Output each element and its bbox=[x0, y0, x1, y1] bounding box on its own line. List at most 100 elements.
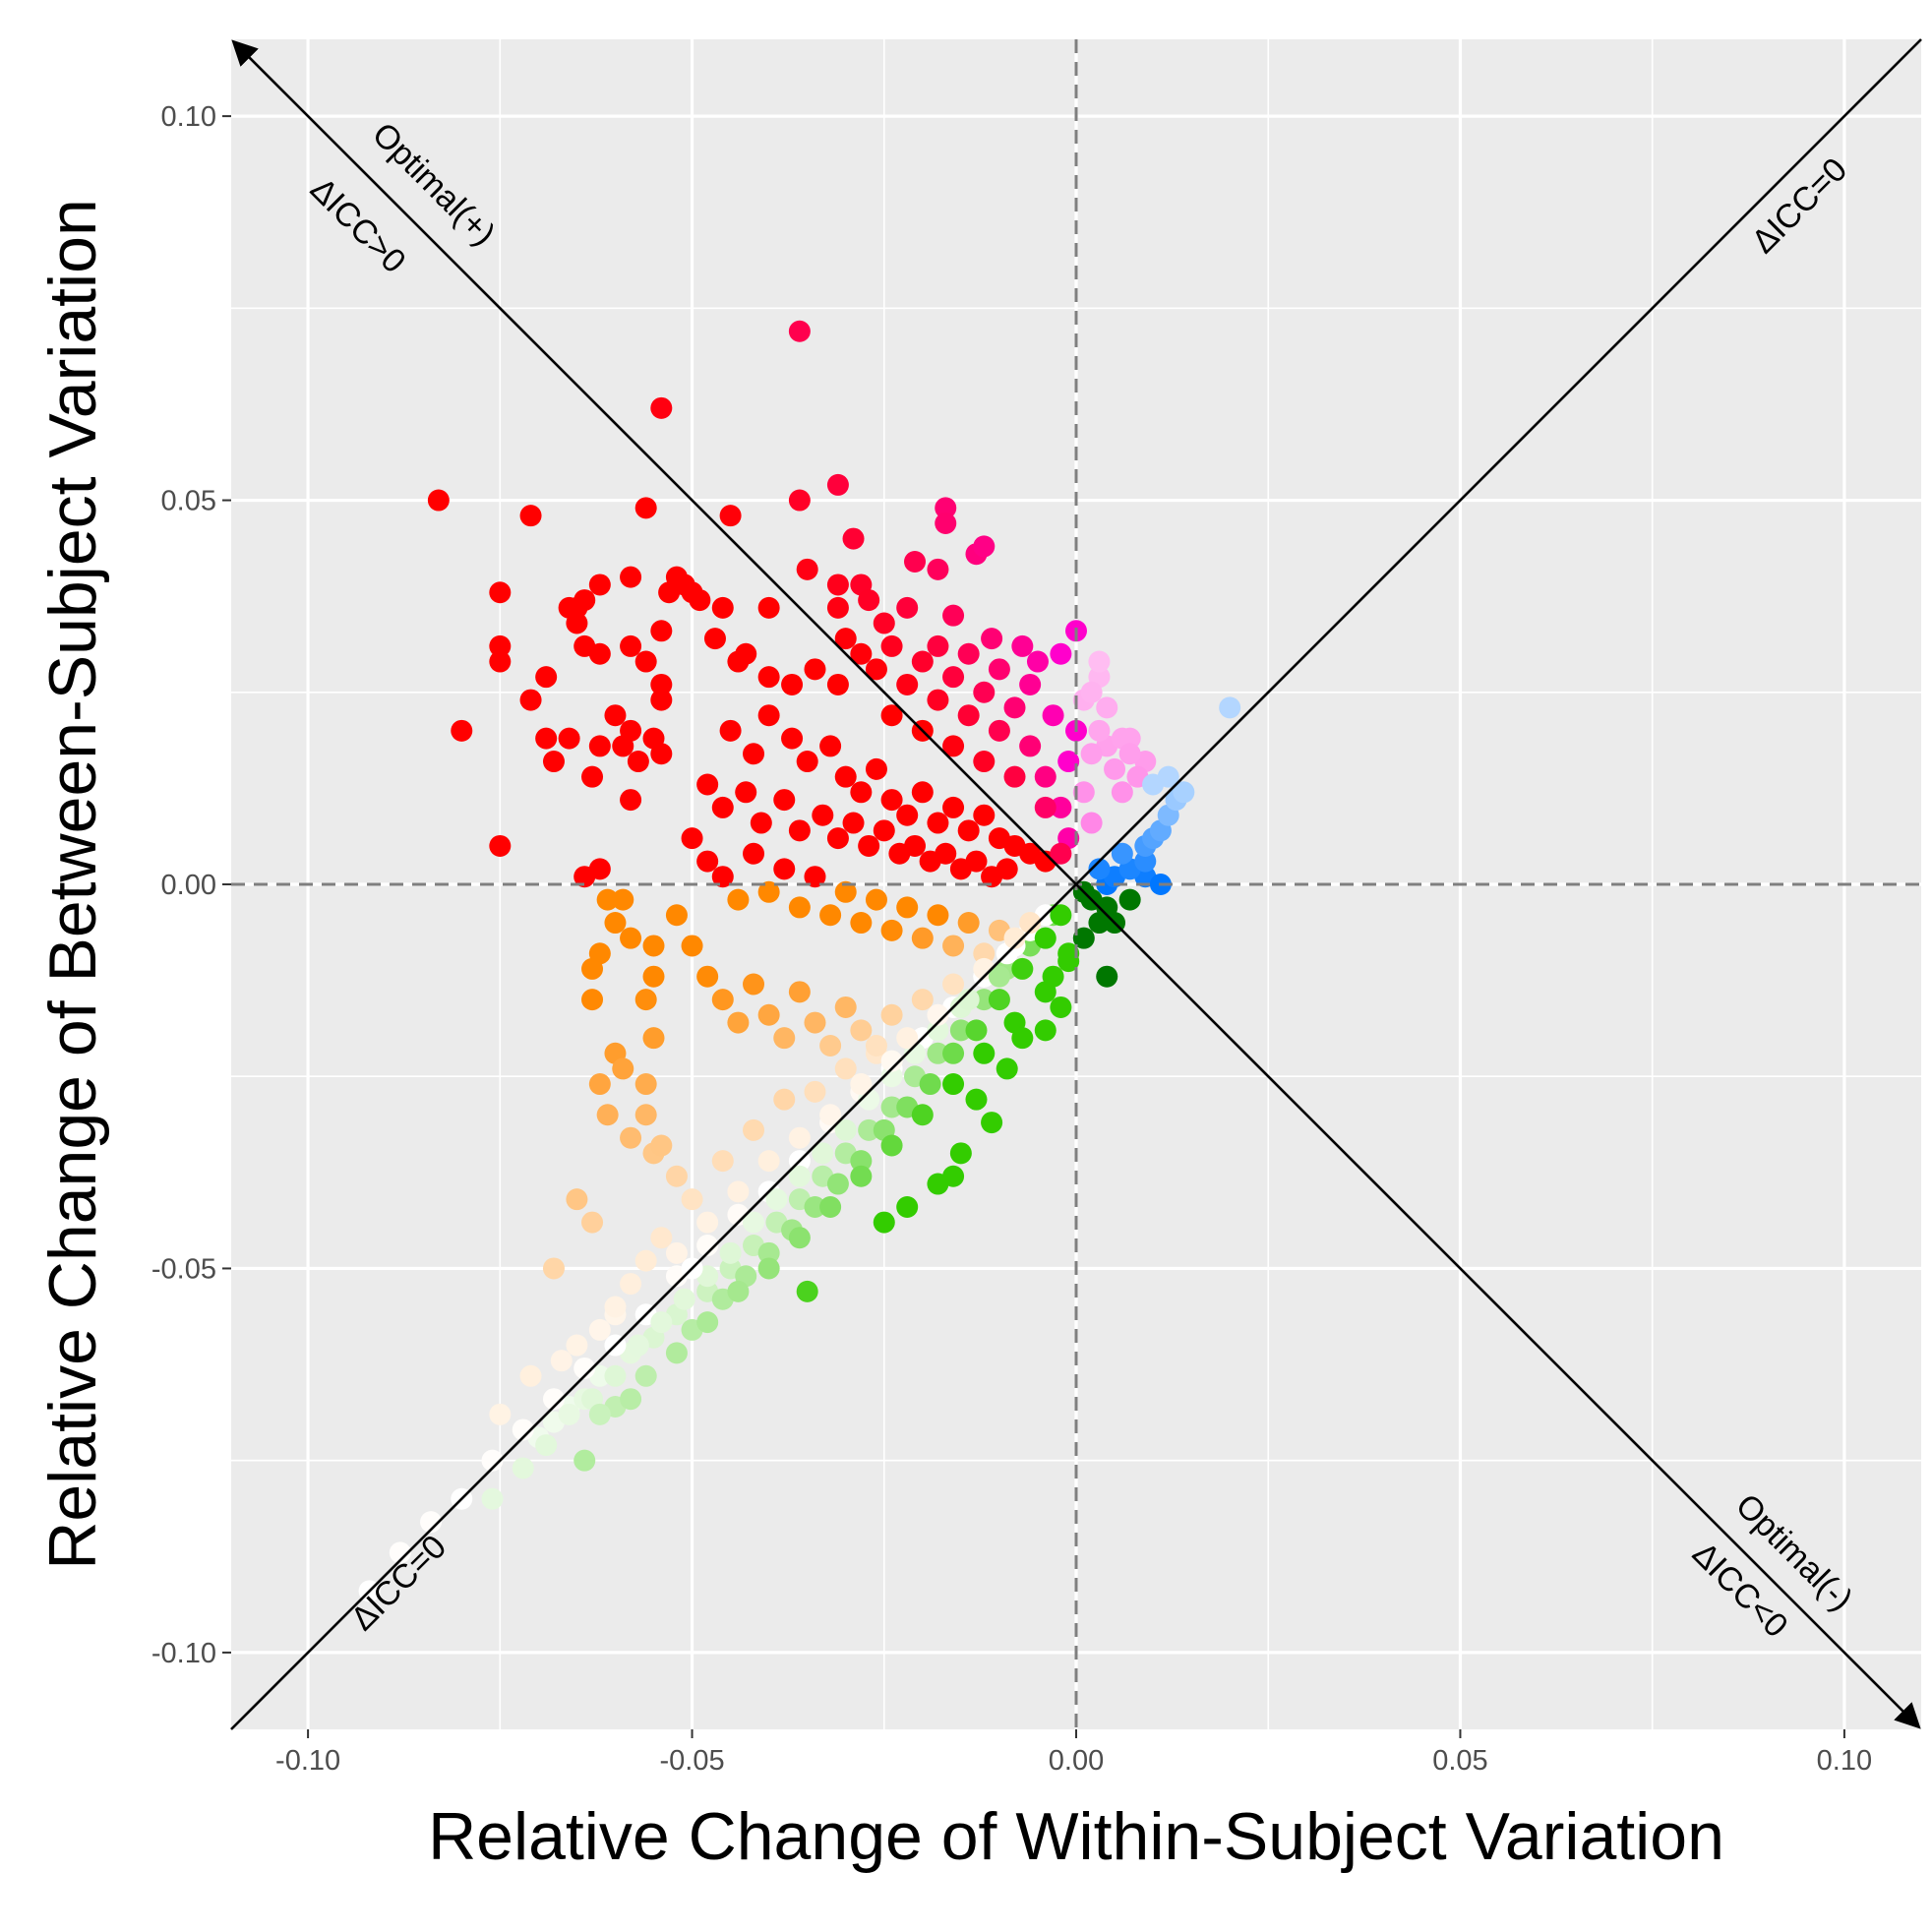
y-axis-ticks: -0.10 -0.05 0.00 0.05 0.10 bbox=[151, 101, 231, 1669]
data-point bbox=[1019, 735, 1042, 757]
data-point bbox=[973, 535, 996, 558]
data-point bbox=[650, 673, 673, 695]
data-point bbox=[911, 781, 934, 804]
data-point bbox=[973, 681, 996, 703]
data-point bbox=[1003, 696, 1026, 719]
data-point bbox=[796, 751, 818, 773]
data-point bbox=[757, 704, 780, 727]
x-tick-label: 0.00 bbox=[1049, 1745, 1104, 1777]
data-point bbox=[904, 834, 927, 857]
data-point bbox=[981, 628, 1003, 650]
data-point bbox=[949, 1019, 972, 1042]
data-point bbox=[1057, 942, 1080, 965]
data-point bbox=[935, 842, 957, 865]
data-point bbox=[1034, 796, 1057, 818]
data-point bbox=[973, 1042, 996, 1064]
data-point bbox=[743, 973, 765, 996]
data-point bbox=[819, 735, 842, 757]
data-point bbox=[927, 558, 949, 580]
data-point bbox=[634, 1073, 657, 1096]
data-point bbox=[696, 850, 719, 873]
data-point bbox=[681, 935, 703, 957]
data-point bbox=[965, 1019, 988, 1042]
data-point bbox=[604, 704, 627, 727]
data-point bbox=[604, 1364, 627, 1387]
data-point bbox=[1134, 850, 1157, 873]
data-point bbox=[696, 1235, 719, 1257]
data-point bbox=[788, 981, 811, 1003]
data-point bbox=[757, 666, 780, 689]
data-point bbox=[566, 612, 588, 634]
data-point bbox=[727, 650, 750, 673]
data-point bbox=[696, 965, 719, 988]
data-point bbox=[665, 904, 688, 927]
data-point bbox=[834, 1057, 857, 1080]
data-point bbox=[650, 1311, 673, 1334]
data-point bbox=[788, 1126, 811, 1149]
data-point bbox=[957, 819, 980, 842]
data-point bbox=[1042, 965, 1064, 988]
data-point bbox=[804, 1011, 826, 1034]
data-point bbox=[1111, 842, 1133, 865]
data-point bbox=[696, 773, 719, 796]
data-point bbox=[750, 812, 772, 834]
data-point bbox=[1080, 812, 1103, 834]
data-point bbox=[588, 858, 611, 880]
data-point bbox=[850, 1019, 873, 1042]
data-point bbox=[935, 512, 957, 534]
data-point bbox=[965, 1088, 988, 1111]
data-point bbox=[942, 1042, 965, 1064]
data-point bbox=[620, 927, 642, 949]
data-point bbox=[542, 751, 565, 773]
data-point bbox=[850, 1150, 873, 1173]
data-point bbox=[1011, 957, 1034, 980]
data-point bbox=[581, 765, 604, 788]
data-point bbox=[880, 789, 903, 812]
data-point bbox=[880, 634, 903, 657]
data-point bbox=[942, 1165, 965, 1187]
y-axis-title: Relative Change of Between-Subject Varia… bbox=[35, 199, 110, 1570]
data-point bbox=[896, 673, 919, 695]
data-point bbox=[996, 1057, 1018, 1080]
y-tick-label: 0.00 bbox=[161, 870, 216, 901]
data-point bbox=[696, 1311, 719, 1334]
data-point bbox=[519, 1364, 542, 1387]
data-point bbox=[880, 1003, 903, 1026]
x-tick-label: -0.05 bbox=[659, 1745, 724, 1777]
data-point bbox=[634, 497, 657, 519]
y-tick-label: -0.05 bbox=[151, 1253, 216, 1285]
data-point bbox=[596, 1104, 619, 1126]
data-point bbox=[1050, 796, 1072, 818]
data-point bbox=[865, 757, 887, 780]
data-point bbox=[1019, 912, 1042, 935]
data-point bbox=[634, 989, 657, 1011]
data-point bbox=[489, 634, 512, 657]
data-point bbox=[1142, 773, 1165, 796]
data-point bbox=[727, 1011, 750, 1034]
data-point bbox=[757, 880, 780, 903]
data-point bbox=[1219, 696, 1241, 719]
data-point bbox=[773, 789, 796, 812]
data-point bbox=[743, 1118, 765, 1141]
data-point bbox=[566, 596, 588, 619]
data-point bbox=[965, 850, 988, 873]
data-point bbox=[681, 1188, 703, 1211]
data-point bbox=[896, 804, 919, 826]
data-point bbox=[634, 1104, 657, 1126]
data-point bbox=[1080, 743, 1103, 765]
data-point bbox=[650, 743, 673, 765]
data-point bbox=[911, 989, 934, 1011]
data-point bbox=[826, 673, 849, 695]
data-point bbox=[880, 1134, 903, 1157]
data-point bbox=[620, 566, 642, 588]
optimal-plus-arrow bbox=[231, 39, 1077, 885]
data-point bbox=[620, 1126, 642, 1149]
data-point bbox=[588, 1073, 611, 1096]
data-point bbox=[927, 1003, 949, 1026]
data-point bbox=[711, 596, 734, 619]
data-point bbox=[834, 996, 857, 1018]
data-point bbox=[957, 642, 980, 665]
data-point bbox=[620, 1273, 642, 1296]
data-point bbox=[1050, 904, 1072, 927]
